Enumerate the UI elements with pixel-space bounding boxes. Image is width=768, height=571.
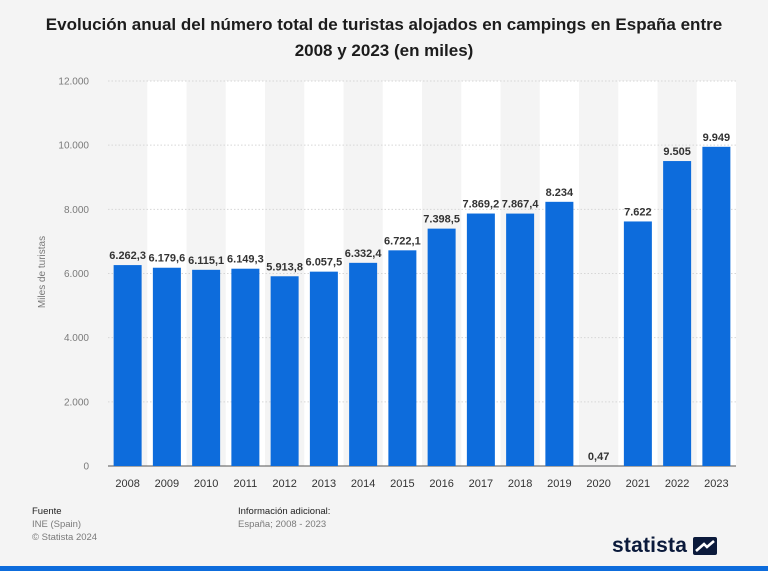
source-heading: Fuente: [32, 506, 62, 517]
y-tick-label: 4.000: [64, 333, 89, 344]
value-labels: 6.262,3 6.179,6 6.115,1 6.149,35.913,8 6.057…: [109, 132, 730, 463]
x-tick-label: 2023: [704, 478, 728, 490]
bars: [113, 146, 731, 466]
bar: [388, 250, 417, 466]
value-label: 6.332,4: [345, 248, 383, 260]
bar: [466, 213, 495, 466]
bar: [349, 262, 378, 466]
bar: [702, 146, 731, 466]
x-tick-label: 2010: [194, 478, 218, 490]
x-tick-label: 2019: [547, 478, 571, 490]
source-line: INE (Spain): [32, 519, 82, 530]
value-label: 9.949: [703, 132, 731, 144]
x-tick-label: 2022: [665, 478, 689, 490]
chart-title: Evolución anual del número total de turi…: [45, 15, 723, 60]
bar-chart: 6.262,3 6.179,6 6.115,1 6.149,35.913,8 6.057…: [37, 77, 736, 490]
info-line: España; 2008 - 2023: [238, 519, 327, 530]
x-tick-label: 2008: [115, 478, 139, 490]
value-label: 7.869,2: [463, 199, 500, 211]
bottom-accent-bar: [0, 566, 768, 571]
value-label: 6.179,6: [149, 253, 186, 265]
x-tick-label: 2020: [586, 478, 610, 490]
x-tick-label: 2011: [234, 478, 258, 490]
bar: [231, 268, 260, 466]
value-label: 7.398,5: [423, 214, 460, 226]
bar: [545, 201, 574, 466]
x-tick-label: 2012: [272, 478, 296, 490]
bar: [270, 276, 299, 466]
value-label: 6.149,3: [227, 254, 264, 266]
x-tick-label: 2015: [390, 478, 414, 490]
y-tick-label: 10.000: [58, 141, 89, 152]
value-label: 7.867,4: [502, 199, 540, 211]
brand-name: statista: [612, 534, 688, 557]
info-block: Información adicional: España; 2008 - 20…: [238, 505, 330, 531]
y-tick-label: 2.000: [64, 397, 89, 408]
value-label: 6.722,1: [384, 235, 421, 247]
copyright-line: © Statista 2024: [32, 532, 98, 543]
x-tick-label: 2021: [626, 478, 650, 490]
y-tick-label: 12.000: [58, 77, 89, 88]
bar: [192, 269, 221, 466]
x-tick-label: 2009: [155, 478, 179, 490]
bar: [623, 221, 652, 466]
info-heading: Información adicional:: [238, 506, 331, 517]
bar: [506, 213, 535, 466]
statista-brand[interactable]: statista: [612, 534, 718, 558]
value-label: 7.622: [624, 206, 652, 218]
x-tick-label: 2018: [508, 478, 532, 490]
statista-logo-icon: [693, 537, 718, 555]
y-axis-label: Miles de turistas: [37, 236, 48, 308]
bar: [663, 161, 692, 466]
y-tick-label: 6.000: [64, 269, 89, 280]
y-axis: 0 2.000 4.000 6.000 8.000 10.000 12.000: [58, 77, 89, 473]
x-tick-label: 2013: [312, 478, 336, 490]
x-axis: 2008 2009 2010 2011 2012 2013 2014 2015 2016 2017…: [115, 478, 728, 490]
value-label: 5.913,8: [266, 261, 303, 273]
value-label: 6.262,3: [109, 250, 146, 262]
value-label: 9.505: [663, 146, 691, 158]
value-label: 6.057,5: [306, 257, 343, 269]
y-tick-label: 8.000: [64, 205, 89, 216]
value-label: 6.115,1: [188, 255, 224, 267]
x-tick-label: 2016: [429, 478, 453, 490]
value-label: 8.234: [546, 187, 574, 199]
y-tick-label: 0: [83, 462, 89, 473]
value-label: 0,47: [588, 451, 609, 463]
bar: [152, 267, 181, 466]
bar: [427, 228, 456, 466]
source-block: Fuente INE (Spain) © Statista 2024: [32, 505, 97, 544]
x-tick-label: 2014: [351, 478, 375, 490]
bar: [309, 271, 338, 466]
x-tick-label: 2017: [469, 478, 493, 490]
bar: [113, 265, 142, 466]
